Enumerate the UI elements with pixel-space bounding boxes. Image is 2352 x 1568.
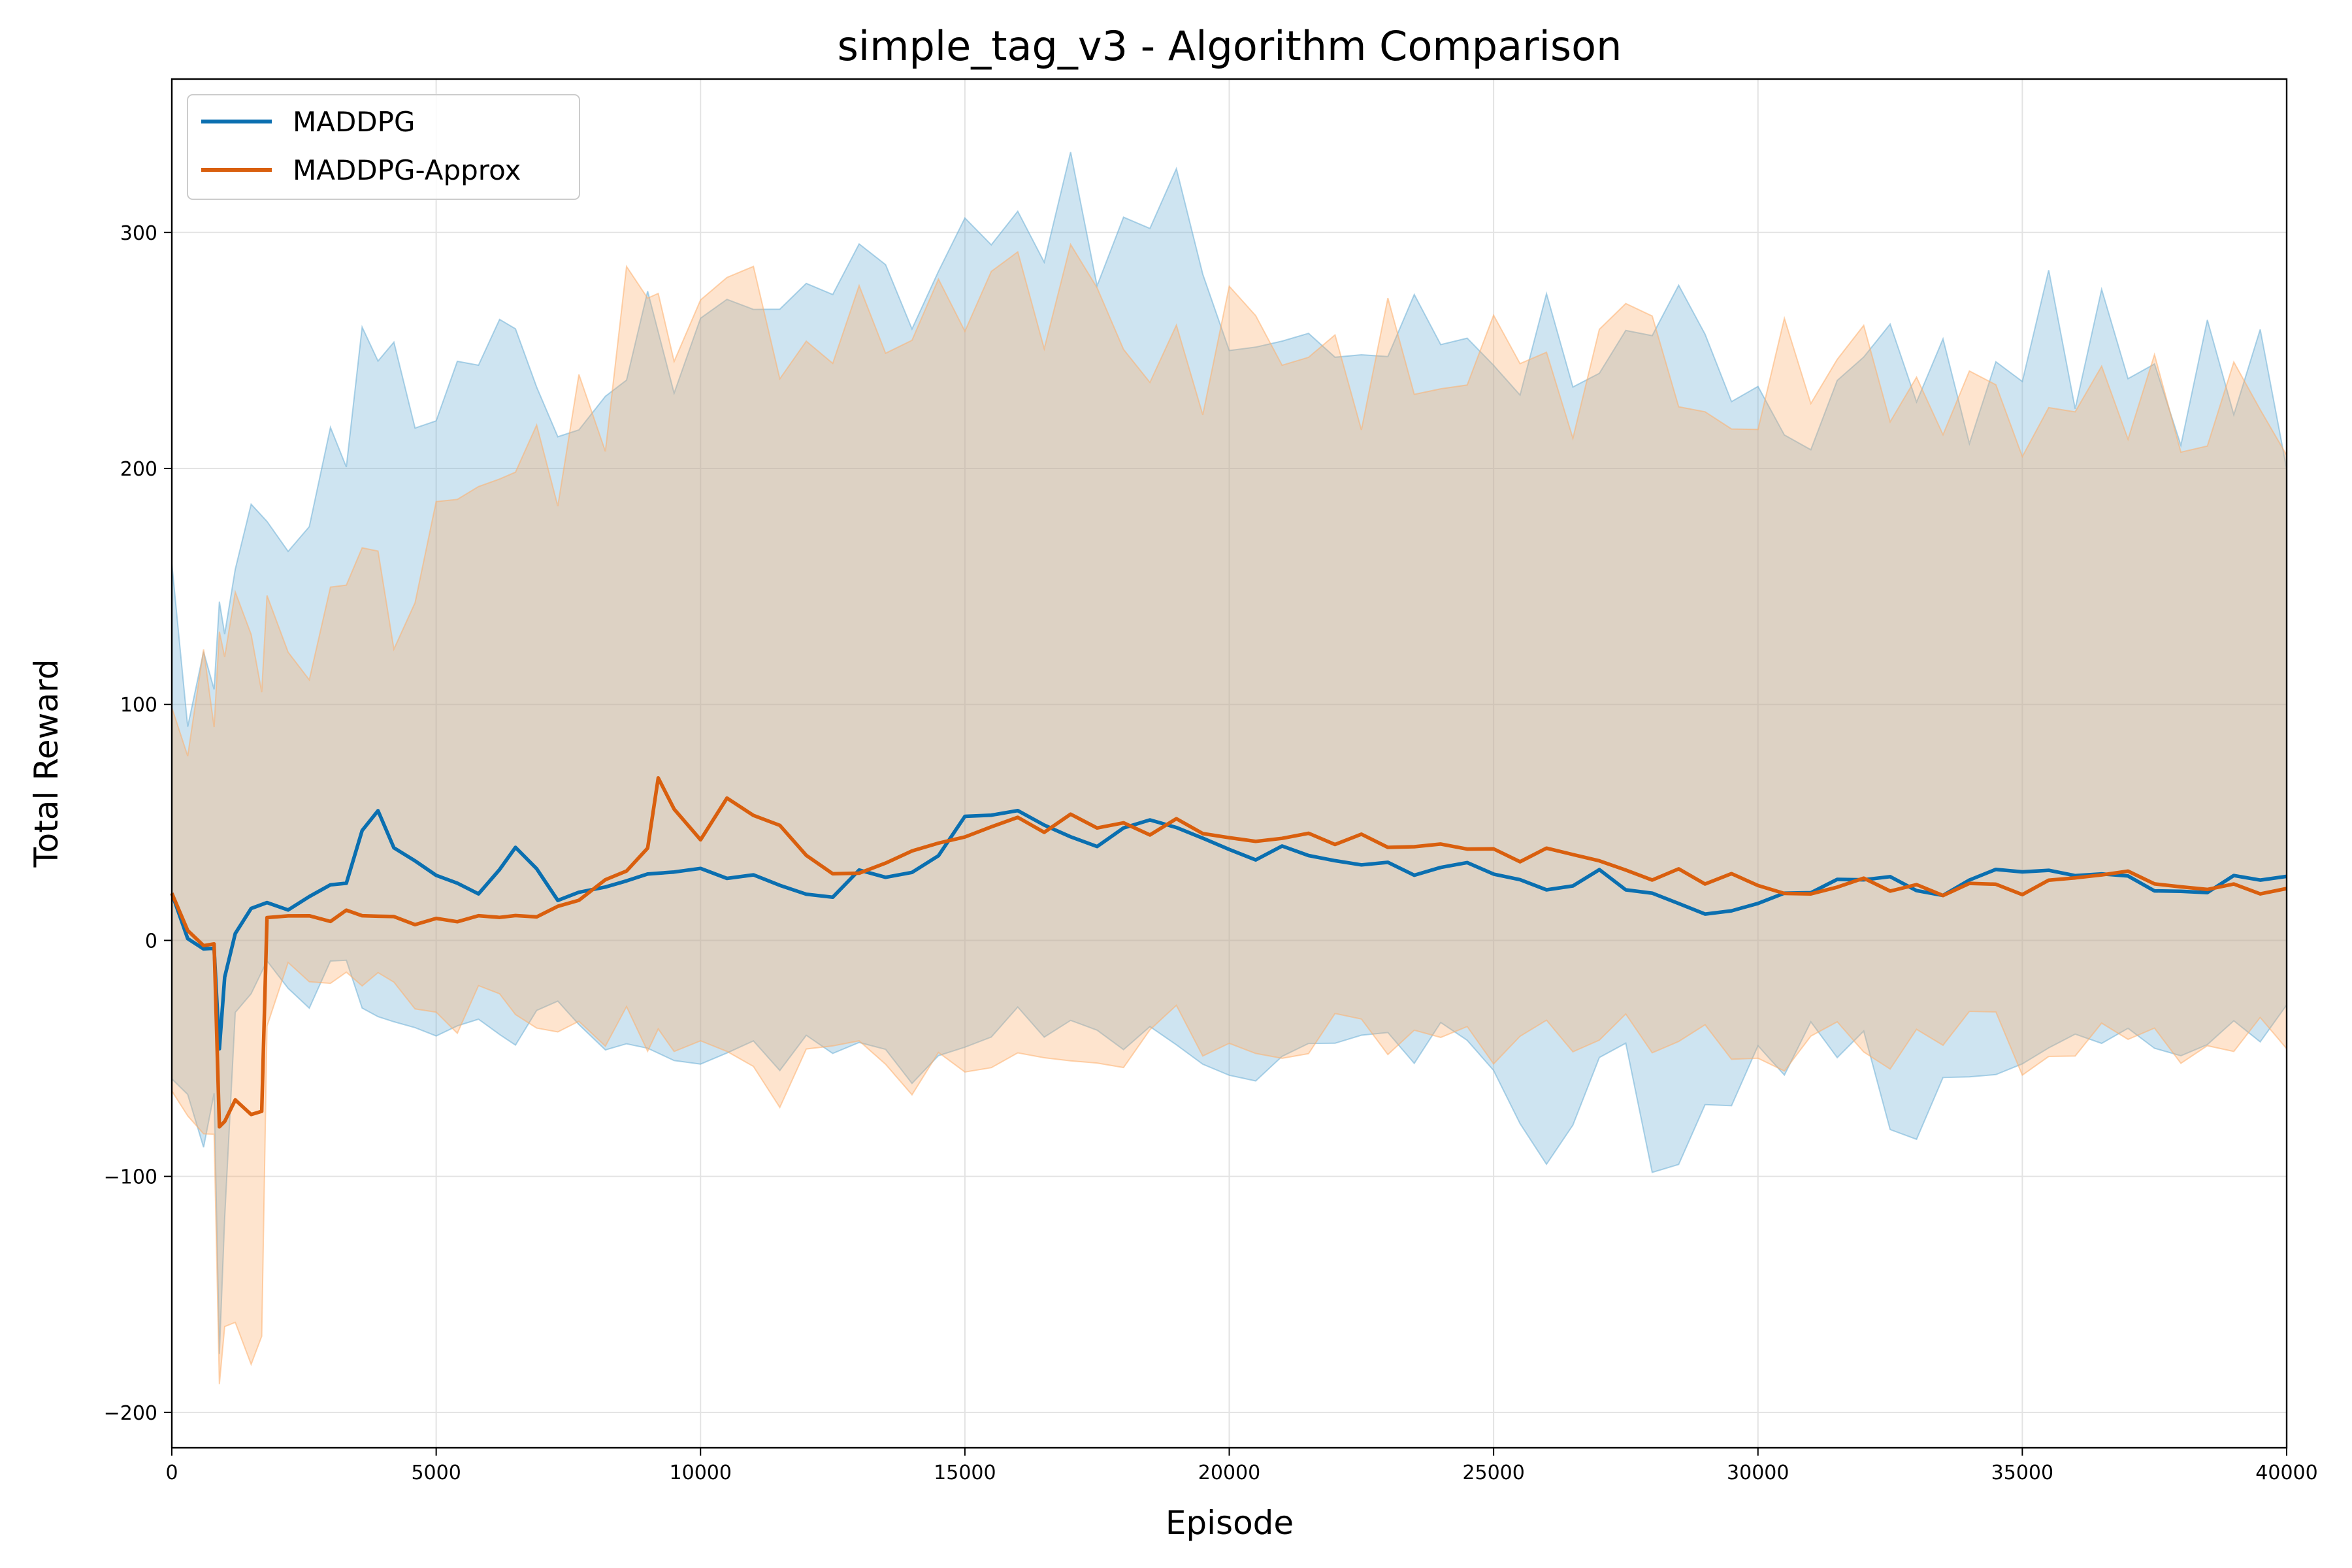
x-tick-label: 40000	[2255, 1462, 2317, 1484]
y-tick-label: −200	[104, 1402, 157, 1425]
x-tick-label: 0	[165, 1462, 178, 1484]
y-tick-label: 200	[120, 458, 157, 481]
y-tick-label: 300	[120, 222, 157, 245]
x-axis-label: Episode	[1166, 1504, 1294, 1542]
x-tick-label: 5000	[411, 1462, 461, 1484]
line-maddpg-approx	[170, 776, 2287, 1129]
y-axis-ticks: −200 −100 0 100 200 300	[104, 222, 172, 1425]
legend-label-maddpg: MADDPG	[293, 106, 416, 138]
series-lines	[170, 776, 2287, 1129]
x-tick-label: 15000	[934, 1462, 996, 1484]
legend-box	[187, 94, 580, 200]
y-tick-label: 0	[145, 930, 157, 953]
legend: MADDPG MADDPG-Approx	[187, 94, 580, 200]
y-tick-label: −100	[104, 1166, 157, 1189]
x-tick-label: 20000	[1198, 1462, 1260, 1484]
line-maddpg	[170, 808, 2287, 1051]
x-tick-label: 25000	[1462, 1462, 1524, 1484]
x-axis-ticks: 0 5000 10000 15000 20000 25000 30000 35000 40000	[165, 1448, 2318, 1484]
chart-title: simple_tag_v3 - Algorithm Comparison	[838, 22, 1622, 70]
x-tick-label: 10000	[670, 1462, 732, 1484]
y-tick-label: 100	[120, 694, 157, 717]
x-tick-label: 30000	[1727, 1462, 1789, 1484]
x-tick-label: 35000	[1991, 1462, 2053, 1484]
legend-label-maddpg-approx: MADDPG-Approx	[293, 154, 521, 186]
y-axis-label: Total Reward	[27, 659, 65, 868]
